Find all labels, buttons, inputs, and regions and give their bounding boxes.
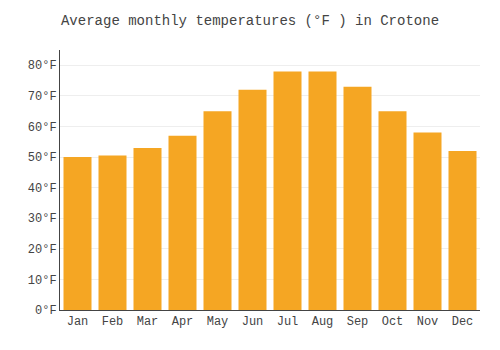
svg-text:70°F: 70°F [28, 90, 57, 104]
svg-text:50°F: 50°F [28, 151, 57, 165]
svg-text:60°F: 60°F [28, 121, 57, 135]
svg-text:Apr: Apr [172, 315, 194, 329]
svg-text:30°F: 30°F [28, 212, 57, 226]
svg-text:Average monthly temperatures (: Average monthly temperatures (°F ) in Cr… [61, 13, 439, 29]
svg-text:Mar: Mar [137, 315, 159, 329]
svg-text:10°F: 10°F [28, 274, 57, 288]
svg-text:80°F: 80°F [28, 59, 57, 73]
svg-text:Jun: Jun [242, 315, 264, 329]
svg-text:Nov: Nov [417, 315, 439, 329]
svg-text:May: May [207, 315, 229, 329]
svg-text:Aug: Aug [312, 315, 334, 329]
svg-text:Feb: Feb [102, 315, 124, 329]
svg-text:20°F: 20°F [28, 243, 57, 257]
svg-text:Sep: Sep [347, 315, 369, 329]
svg-text:Jan: Jan [67, 315, 89, 329]
svg-text:Jul: Jul [277, 315, 299, 329]
svg-text:40°F: 40°F [28, 182, 57, 196]
svg-text:Oct: Oct [382, 315, 404, 329]
svg-text:Dec: Dec [452, 315, 474, 329]
svg-text:0°F: 0°F [35, 304, 57, 318]
